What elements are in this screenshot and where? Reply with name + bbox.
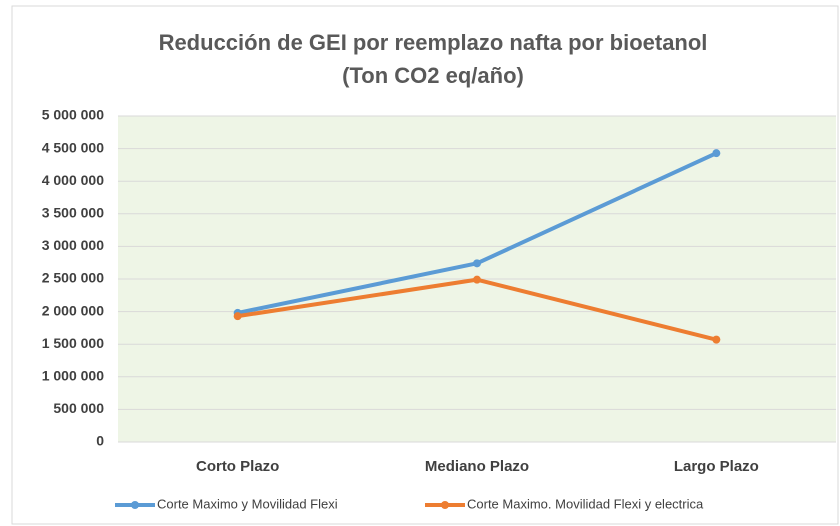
- chart-title: Reducción de GEI por reemplazo nafta por…: [159, 30, 708, 55]
- legend-marker: [441, 501, 449, 509]
- legend-label: Corte Maximo. Movilidad Flexi y electric…: [467, 496, 704, 511]
- point-marker: [712, 335, 721, 344]
- y-tick-label: 4 500 000: [42, 139, 104, 155]
- legend-marker: [131, 501, 139, 509]
- y-tick-label: 1 000 000: [42, 368, 104, 384]
- y-tick-label: 0: [96, 433, 104, 449]
- legend-label: Corte Maximo y Movilidad Flexi: [157, 496, 338, 511]
- y-tick-label: 500 000: [53, 400, 104, 416]
- point-marker: [473, 275, 481, 284]
- point-marker: [473, 259, 481, 268]
- y-tick-label: 2 500 000: [42, 270, 104, 286]
- chart-subtitle: (Ton CO2 eq/año): [342, 63, 524, 88]
- x-tick-label: Corto Plazo: [196, 458, 279, 475]
- y-tick-label: 5 000 000: [42, 107, 104, 123]
- y-tick-label: 3 500 000: [42, 205, 104, 221]
- x-tick-label: Largo Plazo: [674, 458, 759, 475]
- point-marker: [233, 312, 242, 321]
- y-tick-label: 4 000 000: [42, 172, 104, 188]
- y-tick-label: 2 000 000: [42, 302, 104, 318]
- y-tick-label: 1 500 000: [42, 335, 104, 351]
- y-tick-label: 3 000 000: [42, 237, 104, 253]
- x-tick-label: Mediano Plazo: [425, 458, 529, 475]
- point-marker: [712, 149, 721, 158]
